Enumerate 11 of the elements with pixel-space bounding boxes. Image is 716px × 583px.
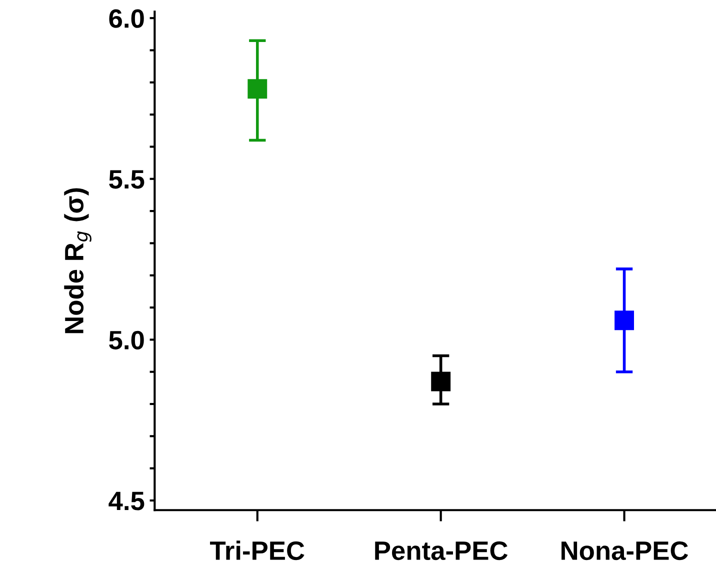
point xyxy=(248,79,268,99)
x-tick-label: Nona-PEC xyxy=(562,541,688,560)
point xyxy=(614,310,634,330)
y-axis-title: Node R$_{g}$ (σ) xyxy=(64,188,92,334)
y-tick-label: 5.5 xyxy=(109,170,144,189)
y-tick-label: 6.0 xyxy=(109,9,144,28)
y-tick-label: 4.5 xyxy=(108,492,144,510)
y-tick-label: 5.0 xyxy=(109,330,144,350)
x-tick-label: Penta-PEC xyxy=(375,541,508,560)
point xyxy=(431,372,451,392)
x-tick-label: Tri-PEC xyxy=(210,540,304,560)
